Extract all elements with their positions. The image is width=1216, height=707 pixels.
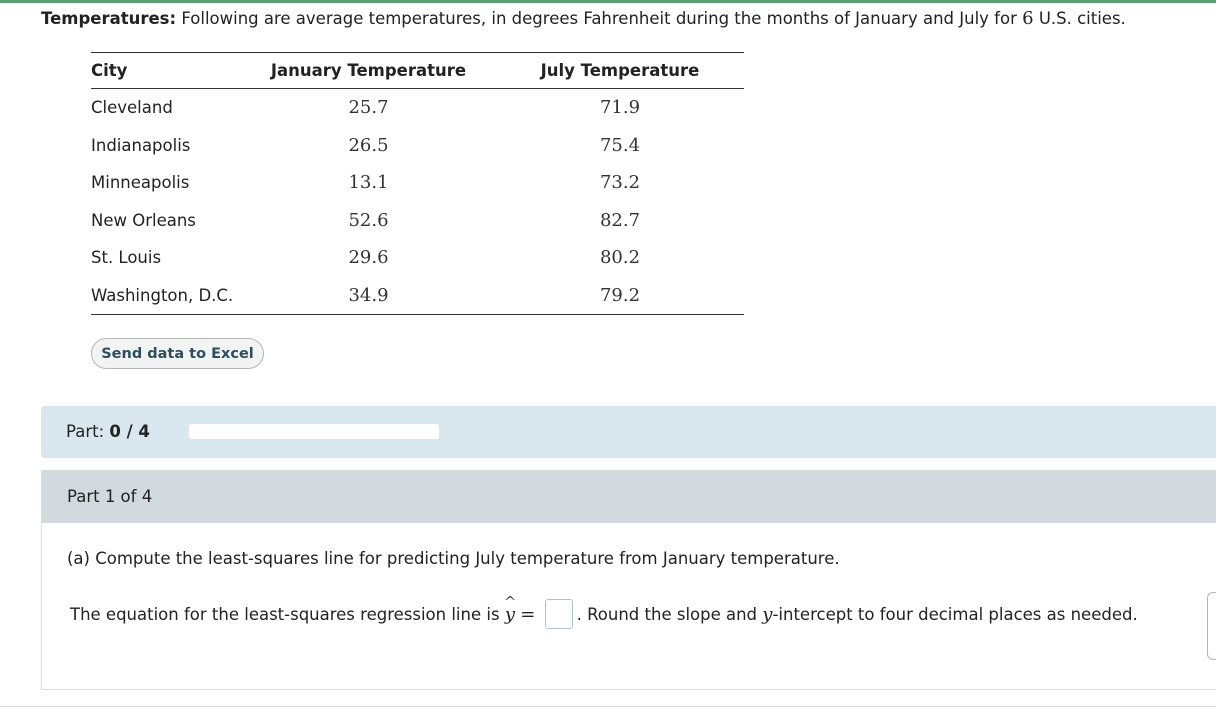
table-row: Cleveland 25.7 71.9 [91,89,744,127]
intro-text-end: U.S. cities. [1038,9,1126,28]
july-cell: 82.7 [599,209,641,231]
hat-icon: ^ [503,593,517,611]
progress-label-text: Part: [66,422,105,441]
city-cell: St. Louis [91,248,162,268]
july-cell: 71.9 [599,97,641,119]
july-cell: 73.2 [599,172,641,194]
table-row: Minneapolis 13.1 73.2 [91,164,744,202]
table-header-row: City January Temperature July Temperatur… [91,52,744,89]
city-cell: Minneapolis [91,173,190,193]
side-panel-tab[interactable] [1207,592,1216,660]
part-progress-label: Part: 0 / 4 [66,422,150,441]
january-cell: 52.6 [348,209,389,231]
answer-suffix: . Round the slope and [576,605,758,624]
january-cell: 26.5 [348,134,389,156]
part-panel: Part 1 of 4 (a) Compute the least-square… [41,470,1216,690]
table-row: Indianapolis 26.5 75.4 [91,127,744,165]
header-july: July Temperature [496,52,744,89]
problem-intro: Temperatures: Following are average temp… [41,8,1216,29]
january-cell: 34.9 [241,276,496,315]
city-cell: Washington, D.C. [91,276,241,315]
answer-suffix-end: -intercept to four decimal places as nee… [772,605,1138,624]
answer-line: The equation for the least-squares regre… [70,593,1170,631]
part-header: Part 1 of 4 [42,470,1216,523]
temperature-table: City January Temperature July Temperatur… [91,52,744,315]
top-accent-rule [0,0,1216,3]
intro-text: Following are average temperatures, in d… [181,9,1017,28]
header-january: January Temperature [241,52,496,89]
intro-count: 6 [1022,8,1034,29]
january-cell: 25.7 [348,97,389,119]
intro-heading: Temperatures: [41,9,177,28]
y-hat-symbol: ^ y [504,593,517,630]
equals-sign: = [520,604,536,625]
send-to-excel-button[interactable]: Send data to Excel [91,338,264,369]
y-symbol: y [504,604,515,625]
january-cell: 29.6 [348,247,389,269]
answer-prefix: The equation for the least-squares regre… [70,605,500,624]
question-text: (a) Compute the least-squares line for p… [67,549,840,568]
january-cell: 13.1 [348,172,389,194]
city-cell: New Orleans [91,210,196,230]
july-cell: 79.2 [496,276,744,315]
progress-track [189,424,439,439]
regression-answer-input[interactable] [544,598,573,629]
table-row: St. Louis 29.6 80.2 [91,239,744,277]
table-row: New Orleans 52.6 82.7 [91,202,744,240]
table-row: Washington, D.C. 34.9 79.2 [91,276,744,315]
part-title: Part 1 of 4 [67,487,153,506]
header-city: City [91,52,241,89]
y-variable: y [762,604,773,625]
july-cell: 80.2 [599,247,641,269]
city-cell: Indianapolis [91,135,191,155]
city-cell: Cleveland [91,98,173,118]
july-cell: 75.4 [599,134,641,156]
progress-value: 0 / 4 [109,422,150,441]
part-progress-bar: Part: 0 / 4 [41,406,1216,458]
